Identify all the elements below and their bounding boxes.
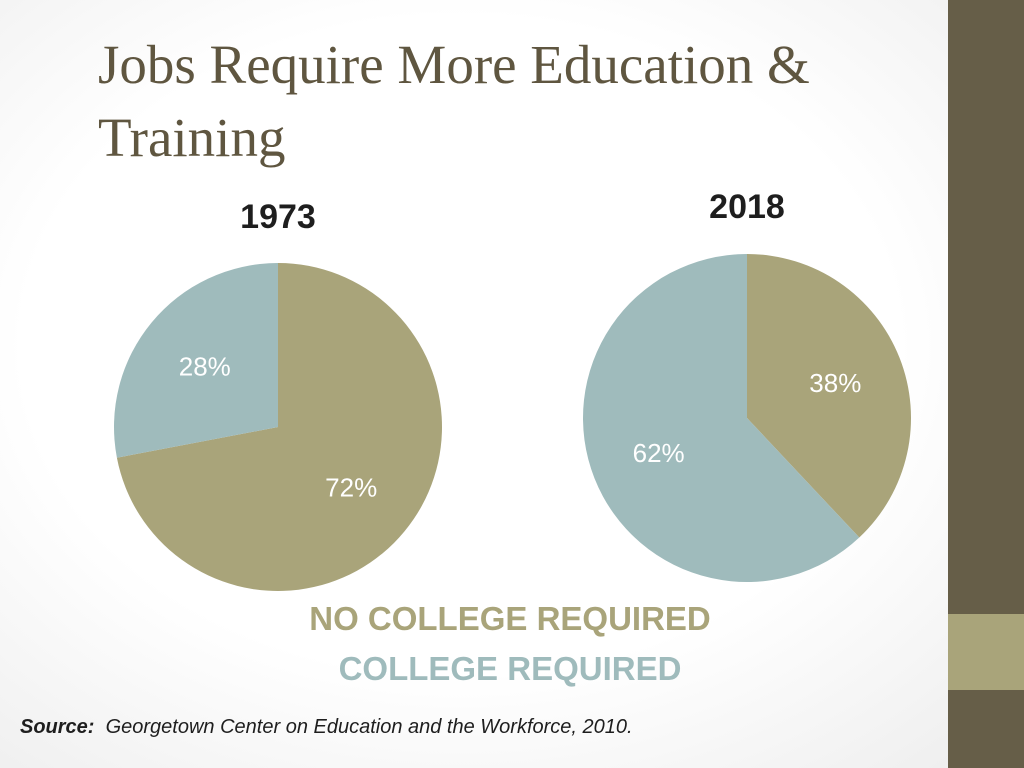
page-title: Jobs Require More Education & Training xyxy=(98,28,938,174)
pie-label-2018-no-college: 38% xyxy=(809,368,861,398)
pie-chart-2018: 38% 62% xyxy=(582,254,911,582)
source-note: Source: Georgetown Center on Education a… xyxy=(20,716,633,739)
page-title-line-2: Training xyxy=(98,107,286,168)
pie-slice-1973-college xyxy=(113,263,278,458)
decorative-side-bar xyxy=(948,0,1024,768)
page-title-line-1: Jobs Require More Education & xyxy=(98,34,810,95)
source-prefix: Source: xyxy=(20,716,95,738)
source-text: Georgetown Center on Education and the W… xyxy=(105,716,633,738)
pie-slice-1973-no-college xyxy=(116,263,442,591)
pie-1973-title: 1973 xyxy=(240,198,316,236)
pie-label-1973-college: 28% xyxy=(179,351,231,381)
legend-college: COLLEGE REQUIRED xyxy=(338,650,682,687)
pie-slice-2018-no-college xyxy=(747,254,911,538)
pie-2018-title: 2018 xyxy=(709,188,785,226)
side-bar-light-band xyxy=(948,614,1024,690)
legend-no-college: NO COLLEGE REQUIRED xyxy=(309,600,711,637)
pie-chart-1973: 72% 28% xyxy=(113,263,442,591)
pie-label-1973-no-college: 72% xyxy=(325,473,377,503)
pie-slice-2018-college xyxy=(582,254,860,582)
pie-label-2018-college: 62% xyxy=(633,438,685,468)
